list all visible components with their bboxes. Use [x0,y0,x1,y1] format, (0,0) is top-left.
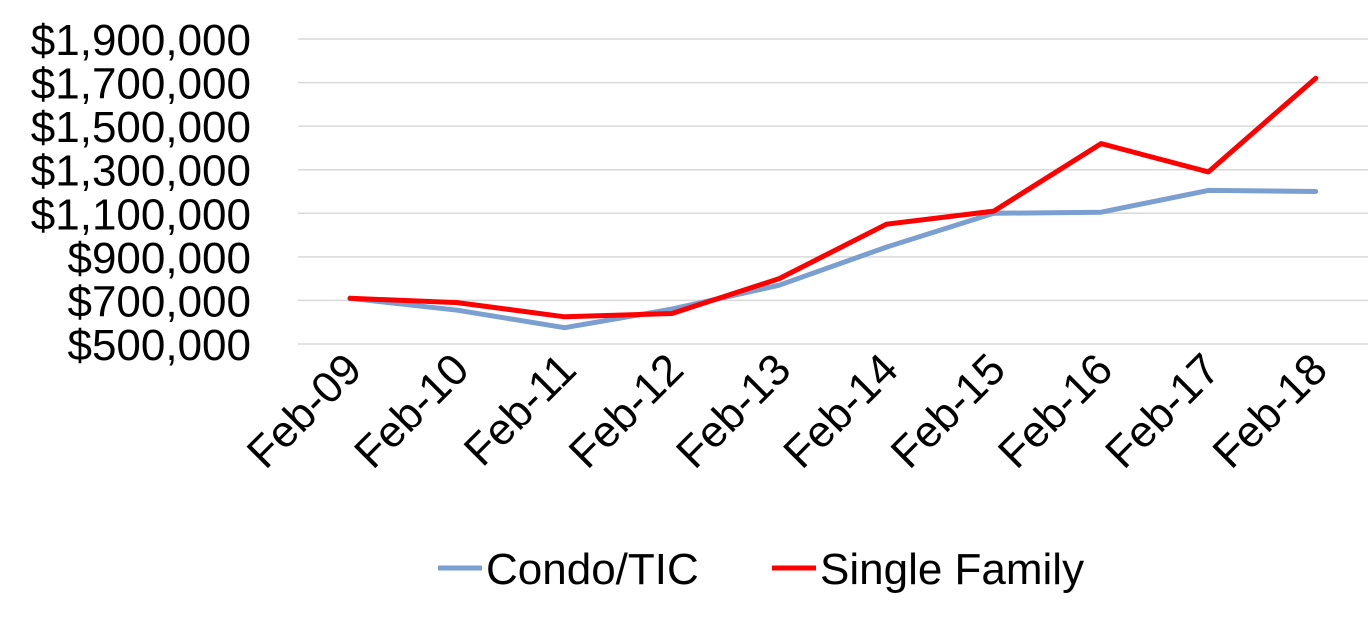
series-lines [347,75,1319,331]
legend-label: Condo/TIC [486,545,699,594]
y-tick-label: $1,900,000 [31,16,251,65]
y-tick-label: $900,000 [67,234,251,283]
y-tick-label: $500,000 [67,321,251,370]
x-tick-label: Feb-09 [238,344,371,477]
series-line-condo-tic [347,187,1319,331]
x-tick-label: Feb-13 [667,344,800,477]
y-tick-label: $1,500,000 [31,103,251,152]
gridlines [298,38,1368,345]
y-axis-tick-labels: $500,000$700,000$900,000$1,100,000$1,300… [31,16,251,370]
x-tick-label: Feb-14 [774,344,907,477]
x-tick-label: Feb-12 [560,344,693,477]
x-tick-label: Feb-16 [989,344,1122,477]
y-tick-label: $700,000 [67,277,251,326]
x-tick-label: Feb-18 [1204,344,1337,477]
y-tick-label: $1,700,000 [31,60,251,109]
x-tick-label: Feb-10 [345,344,478,477]
legend-label: Single Family [820,545,1084,594]
legend: Condo/TIC Single Family [438,545,1084,594]
y-tick-label: $1,100,000 [31,190,251,239]
x-tick-label: Feb-11 [455,344,586,475]
x-tick-label: Feb-15 [882,344,1015,477]
x-axis-tick-labels: Feb-09Feb-10Feb-11Feb-12Feb-13Feb-14Feb-… [238,344,1337,477]
y-tick-label: $1,300,000 [31,147,251,196]
x-tick-label: Feb-17 [1096,344,1229,477]
series-line-single-family [347,75,1319,320]
